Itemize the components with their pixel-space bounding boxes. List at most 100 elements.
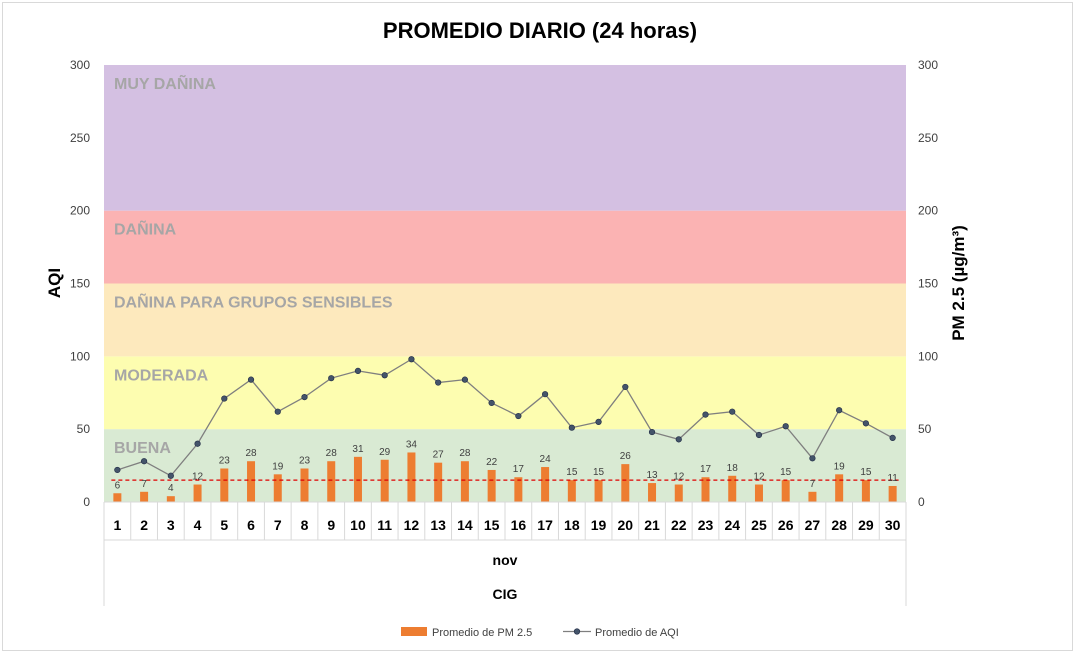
aqi-point <box>729 408 736 415</box>
pm25-bar <box>781 480 790 502</box>
pm25-data-label: 15 <box>860 467 872 478</box>
y-tick-left: 150 <box>70 277 90 291</box>
aqi-band-label: MUY DAÑINA <box>114 73 216 93</box>
pm25-data-label: 22 <box>486 457 498 468</box>
pm25-data-label: 6 <box>115 480 121 491</box>
pm25-bar <box>327 461 336 502</box>
pm25-data-label: 12 <box>673 472 685 483</box>
x-tick-label: 24 <box>724 517 740 533</box>
y-tick-right: 300 <box>918 58 938 72</box>
pm25-data-label: 28 <box>326 448 338 459</box>
aqi-band <box>104 283 906 357</box>
aqi-band-label: BUENA <box>114 440 171 457</box>
x-tick-label: 1 <box>113 517 121 533</box>
y-tick-right: 50 <box>918 422 932 436</box>
x-tick-label: 29 <box>858 517 874 533</box>
aqi-line <box>117 358 893 477</box>
aqi-point <box>515 412 522 420</box>
x-tick-label: 20 <box>618 517 634 533</box>
aqi-point <box>541 391 549 398</box>
y-tick-left: 300 <box>70 58 90 72</box>
pm25-bar <box>273 474 282 502</box>
y-tick-right: 200 <box>918 204 938 218</box>
pm25-bar <box>674 484 683 502</box>
aqi-point <box>381 372 388 379</box>
x-tick-label: 12 <box>404 517 420 533</box>
aqi-band-label: MODERADA <box>114 367 209 384</box>
pm25-data-label: 27 <box>433 450 445 461</box>
aqi-point <box>167 472 174 479</box>
pm25-bar <box>514 477 523 502</box>
x-tick-label: 25 <box>751 517 767 533</box>
pm25-data-label: 34 <box>406 439 418 450</box>
aqi-point <box>328 375 335 382</box>
pm25-data-label: 15 <box>593 467 605 478</box>
pm25-data-label: 15 <box>780 467 792 478</box>
pm25-bar <box>861 480 870 502</box>
pm25-bar <box>407 452 416 502</box>
aqi-point <box>889 434 896 442</box>
y-axis-left-title: AQI <box>45 268 64 298</box>
pm25-data-label: 4 <box>168 483 174 494</box>
legend-swatch-pm25 <box>401 627 427 636</box>
y-tick-right: 0 <box>918 495 925 509</box>
x-tick-label: 3 <box>167 517 175 533</box>
pm25-bar <box>701 477 710 502</box>
x-tick-label: 27 <box>805 517 821 533</box>
pm25-bar <box>594 480 603 502</box>
x-tick-label: 13 <box>430 517 446 533</box>
legend: Promedio de PM 2.5 Promedio de AQI <box>401 627 679 639</box>
pm25-data-label: 19 <box>834 461 846 472</box>
pm25-data-label: 17 <box>700 464 712 475</box>
pm25-data-label: 7 <box>810 479 816 490</box>
aqi-point <box>141 458 148 465</box>
pm25-bar <box>460 461 469 502</box>
aqi-point <box>782 423 789 430</box>
aqi-band <box>104 210 906 284</box>
aqi-band-label: DAÑINA <box>114 219 177 239</box>
pm25-bar <box>353 456 362 502</box>
legend-swatch-aqi-marker <box>573 628 581 635</box>
y-tick-right: 150 <box>918 277 938 291</box>
pm25-bar <box>247 461 256 502</box>
pm25-bar <box>487 469 496 502</box>
aqi-point <box>862 420 870 427</box>
y-tick-left: 0 <box>83 495 90 509</box>
y-tick-left: 200 <box>70 204 90 218</box>
aqi-point <box>622 383 629 391</box>
aqi-point <box>755 431 763 439</box>
aqi-point <box>194 440 201 447</box>
aqi-point <box>595 418 602 425</box>
x-group-label-month: nov <box>493 552 518 568</box>
pm25-data-label: 12 <box>753 472 765 483</box>
x-tick-label: 8 <box>301 517 309 533</box>
pm25-bar <box>835 474 844 502</box>
aqi-point <box>836 407 843 414</box>
pm25-data-label: 15 <box>566 467 578 478</box>
pm25-data-label: 19 <box>272 461 284 472</box>
aqi-band <box>104 65 906 211</box>
pm25-bar <box>166 496 175 502</box>
pm25-bar <box>808 491 817 502</box>
aqi-point <box>435 379 442 386</box>
y-tick-right: 100 <box>918 349 938 363</box>
pm25-data-label: 23 <box>299 455 311 466</box>
x-group-label-station: CIG <box>493 586 518 602</box>
x-tick-label: 7 <box>274 517 282 533</box>
pm25-data-label: 17 <box>513 464 525 475</box>
x-tick-label: 5 <box>220 517 228 533</box>
legend-label-pm25: Promedio de PM 2.5 <box>432 627 532 639</box>
pm25-data-label: 29 <box>379 447 391 458</box>
y-tick-left: 100 <box>70 349 90 363</box>
aqi-point <box>221 395 228 402</box>
pm25-bar <box>648 483 657 502</box>
pm25-data-label: 31 <box>352 444 364 455</box>
x-tick-label: 21 <box>644 517 660 533</box>
x-tick-label: 2 <box>140 517 148 533</box>
pm25-bar <box>193 484 202 502</box>
x-tick-label: 17 <box>537 517 553 533</box>
y-tick-left: 250 <box>70 131 90 145</box>
y-tick-left: 50 <box>77 422 91 436</box>
